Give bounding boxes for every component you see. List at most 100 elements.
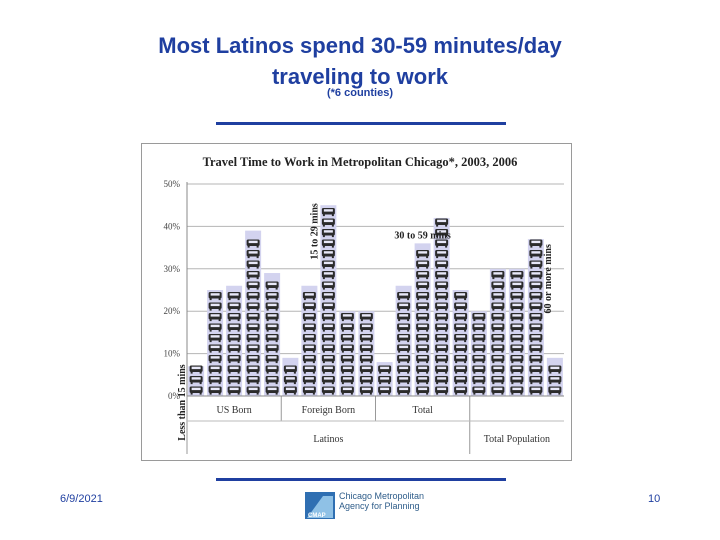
car-icon xyxy=(227,365,241,374)
car-icon xyxy=(227,302,241,311)
car-icon xyxy=(435,281,449,290)
car-icon xyxy=(510,323,524,332)
car-icon xyxy=(265,334,279,343)
car-icon xyxy=(529,386,543,395)
car-icon xyxy=(302,386,316,395)
car-icon xyxy=(435,365,449,374)
car-icon xyxy=(472,386,486,395)
car-icon xyxy=(265,281,279,290)
car-icon xyxy=(510,355,524,364)
car-icon xyxy=(416,386,430,395)
car-icon xyxy=(227,313,241,322)
car-icon xyxy=(265,323,279,332)
car-icon xyxy=(416,281,430,290)
car-icon xyxy=(491,376,505,385)
car-icon xyxy=(321,376,335,385)
car-icon xyxy=(510,302,524,311)
car-icon xyxy=(246,323,260,332)
car-icon xyxy=(321,260,335,269)
car-icon xyxy=(454,292,468,301)
car-icon xyxy=(435,386,449,395)
car-icon xyxy=(265,386,279,395)
car-icon xyxy=(246,386,260,395)
car-icon xyxy=(340,376,354,385)
logo-abbrev: CMAP xyxy=(308,513,326,519)
car-icon xyxy=(321,355,335,364)
car-icon xyxy=(283,386,297,395)
car-icon xyxy=(208,302,222,311)
car-icon xyxy=(510,281,524,290)
car-icon xyxy=(321,302,335,311)
car-icon xyxy=(265,302,279,311)
annotation-label: Less than 15 mins xyxy=(177,364,188,441)
car-icon xyxy=(208,344,222,353)
car-icon xyxy=(472,323,486,332)
car-icon xyxy=(416,365,430,374)
annotation-label: 60 or more mins xyxy=(543,244,554,313)
car-icon xyxy=(321,313,335,322)
car-icon xyxy=(302,344,316,353)
car-icon xyxy=(378,376,392,385)
car-icon xyxy=(321,292,335,301)
car-icon xyxy=(491,365,505,374)
car-icon xyxy=(510,365,524,374)
logo-line2: Agency for Planning xyxy=(339,501,420,511)
car-icon xyxy=(435,218,449,227)
car-icon xyxy=(378,365,392,374)
cmap-logo-icon: CMAP xyxy=(305,492,335,519)
car-icon xyxy=(529,313,543,322)
slide-subtitle: (*6 counties) xyxy=(326,87,393,99)
car-icon xyxy=(472,365,486,374)
logo-line1: Chicago Metropolitan xyxy=(339,491,425,501)
car-icon xyxy=(454,355,468,364)
car-icon xyxy=(435,355,449,364)
car-icon xyxy=(246,239,260,248)
car-icon xyxy=(491,386,505,395)
page-number: 10 xyxy=(648,493,661,505)
car-icon xyxy=(416,313,430,322)
car-icon xyxy=(359,365,373,374)
car-icon xyxy=(246,292,260,301)
logo-text: Chicago Metropolitan Agency for Planning xyxy=(339,491,424,511)
car-icon xyxy=(529,334,543,343)
car-icon xyxy=(302,365,316,374)
car-icon xyxy=(265,344,279,353)
car-icon xyxy=(302,292,316,301)
y-tick-label: 30% xyxy=(164,264,181,274)
car-icon xyxy=(321,386,335,395)
car-icon xyxy=(416,271,430,280)
car-icon xyxy=(283,376,297,385)
car-icon xyxy=(359,334,373,343)
car-icon xyxy=(246,376,260,385)
car-icon xyxy=(491,271,505,280)
car-icon xyxy=(435,250,449,259)
y-tick-label: 40% xyxy=(164,221,181,231)
car-icon xyxy=(472,313,486,322)
slide-title: Most Latinos spend 30-59 minutes/day tra… xyxy=(0,30,720,92)
car-icon xyxy=(246,313,260,322)
car-icon xyxy=(491,323,505,332)
car-icon xyxy=(227,344,241,353)
car-icon xyxy=(435,334,449,343)
car-icon xyxy=(378,386,392,395)
bar xyxy=(508,268,525,396)
car-icon xyxy=(510,313,524,322)
car-icon xyxy=(510,334,524,343)
car-icon xyxy=(416,334,430,343)
car-icon xyxy=(529,239,543,248)
car-icon xyxy=(246,344,260,353)
car-icon xyxy=(472,334,486,343)
car-icon xyxy=(435,271,449,280)
car-icon xyxy=(321,229,335,238)
car-icon xyxy=(340,344,354,353)
car-icon xyxy=(397,313,411,322)
car-icon xyxy=(359,376,373,385)
car-icon xyxy=(397,302,411,311)
car-icon xyxy=(246,281,260,290)
car-icon xyxy=(227,334,241,343)
top-divider xyxy=(216,122,506,125)
car-icon xyxy=(283,365,297,374)
car-icon xyxy=(227,376,241,385)
car-icon xyxy=(397,365,411,374)
car-icon xyxy=(359,313,373,322)
